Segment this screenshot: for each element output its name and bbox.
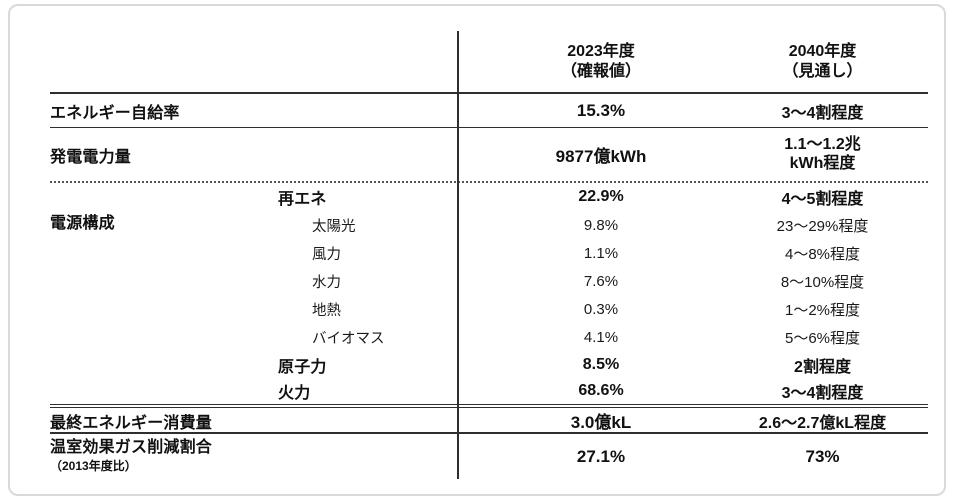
label-ghg-reduction-basis: （2013年度比） xyxy=(50,459,137,474)
label-thermal: 火力 xyxy=(278,385,311,402)
label-nuclear: 原子力 xyxy=(278,358,327,376)
value-wind-2023: 1.1% xyxy=(583,244,619,262)
header-2040-line1: 2040年度 xyxy=(788,42,857,60)
row-ghg-reduction: 温室効果ガス削減割合 （2013年度比） 27.1% 73% xyxy=(50,434,928,479)
column-divider-line xyxy=(457,31,459,479)
row-thermal: 火力 68.6% 3～4割程度 xyxy=(50,378,928,404)
value-biomass-2040: 5～6%程度 xyxy=(784,329,861,347)
table-header-row: 2023年度 （確報値） 2040年度 （見通し） xyxy=(50,31,928,94)
label-renewables: 再エネ xyxy=(278,191,327,208)
row-solar: 太陽光 9.8% 23～29%程度 xyxy=(50,211,928,239)
label-solar: 太陽光 xyxy=(312,218,356,235)
value-thermal-2040: 3～4割程度 xyxy=(781,385,864,402)
value-renewables-2040: 4～5割程度 xyxy=(781,191,864,208)
value-hydro-2040: 8～10%程度 xyxy=(780,273,865,291)
row-final-consumption: 最終エネルギー消費量 3.0億kL 2.6～2.7億kL程度 xyxy=(50,404,928,434)
value-power-generation-2023: 9877億kWh xyxy=(555,147,647,166)
value-self-sufficiency-2040: 3～4割程度 xyxy=(781,104,864,122)
label-self-sufficiency: エネルギー自給率 xyxy=(50,104,180,122)
value-wind-2040: 4～8%程度 xyxy=(784,245,861,263)
label-ghg-reduction: 温室効果ガス削減割合 xyxy=(50,439,213,457)
power-mix-group: 電源構成 再エネ 22.9% 4～5割程度 太陽光 9.8% 23～29%程度 … xyxy=(50,183,928,404)
value-geothermal-2040: 1～2%程度 xyxy=(784,301,861,319)
energy-outlook-card: 2023年度 （確報値） 2040年度 （見通し） エネルギー自給率 15.3%… xyxy=(8,4,946,496)
label-wind: 風力 xyxy=(312,246,341,263)
value-biomass-2023: 4.1% xyxy=(583,328,619,346)
row-renewables: 再エネ 22.9% 4～5割程度 xyxy=(50,183,928,211)
row-biomass: バイオマス 4.1% 5～6%程度 xyxy=(50,323,928,351)
row-geothermal: 地熱 0.3% 1～2%程度 xyxy=(50,295,928,323)
value-final-consumption-2040: 2.6～2.7億kL程度 xyxy=(758,414,887,432)
value-power-generation-2040-line1: 1.1～1.2兆 xyxy=(784,136,861,154)
row-nuclear: 原子力 8.5% 2割程度 xyxy=(50,351,928,378)
row-power-generation: 発電電力量 9877億kWh 1.1～1.2兆 kWh程度 xyxy=(50,128,928,183)
value-nuclear-2040: 2割程度 xyxy=(794,358,851,376)
value-hydro-2023: 7.6% xyxy=(583,272,619,290)
label-ghg-reduction-block: 温室効果ガス削減割合 （2013年度比） xyxy=(50,434,457,479)
header-2023-line2: （確報値） xyxy=(560,62,641,80)
value-power-generation-2040: 1.1～1.2兆 kWh程度 xyxy=(745,128,928,181)
value-ghg-reduction-2040: 73% xyxy=(805,446,840,466)
value-geothermal-2023: 0.3% xyxy=(583,300,619,318)
value-self-sufficiency-2023: 15.3% xyxy=(576,100,626,120)
value-thermal-2023: 68.6% xyxy=(578,382,624,399)
value-solar-2023: 9.8% xyxy=(583,216,619,234)
label-final-consumption: 最終エネルギー消費量 xyxy=(50,414,213,432)
header-empty-cell xyxy=(50,31,457,92)
value-final-consumption-2023: 3.0億kL xyxy=(570,413,632,432)
energy-table: 2023年度 （確報値） 2040年度 （見通し） エネルギー自給率 15.3%… xyxy=(50,31,928,479)
label-hydro: 水力 xyxy=(312,274,341,291)
header-2023: 2023年度 （確報値） xyxy=(457,31,745,92)
value-power-generation-2040-line2: kWh程度 xyxy=(789,154,856,172)
row-wind: 風力 1.1% 4～8%程度 xyxy=(50,239,928,267)
value-renewables-2023: 22.9% xyxy=(578,188,624,205)
value-ghg-reduction-2023: 27.1% xyxy=(576,446,626,466)
header-2040-line2: （見通し） xyxy=(782,62,863,80)
row-energy-self-sufficiency: エネルギー自給率 15.3% 3～4割程度 xyxy=(50,94,928,128)
row-hydro: 水力 7.6% 8～10%程度 xyxy=(50,267,928,295)
value-nuclear-2023: 8.5% xyxy=(582,355,620,373)
label-biomass: バイオマス xyxy=(312,330,385,347)
label-power-generation: 発電電力量 xyxy=(50,148,132,166)
header-2023-line1: 2023年度 xyxy=(567,42,635,60)
header-2040: 2040年度 （見通し） xyxy=(745,31,928,92)
label-geothermal: 地熱 xyxy=(312,302,341,319)
value-solar-2040: 23～29%程度 xyxy=(776,217,869,235)
label-power-mix: 電源構成 xyxy=(50,215,115,232)
